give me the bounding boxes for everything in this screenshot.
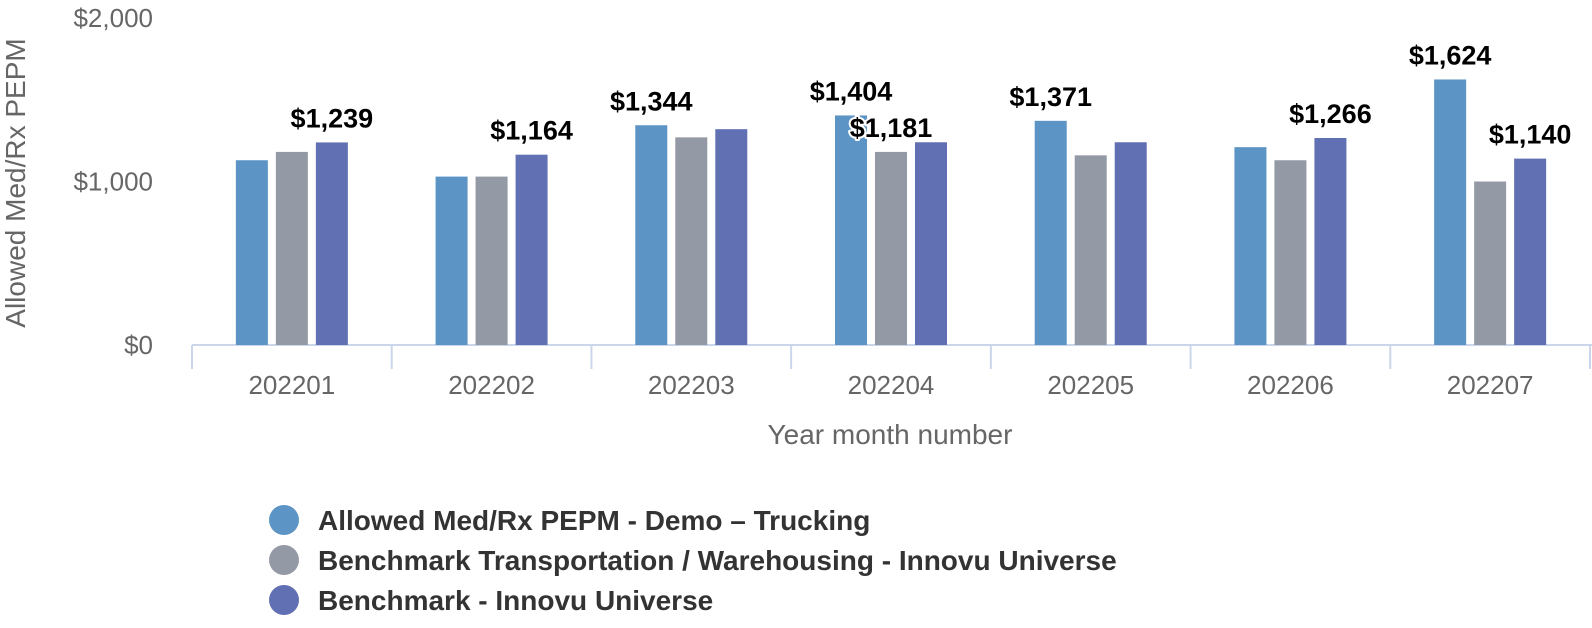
bar	[1074, 155, 1107, 345]
bar	[475, 176, 508, 345]
y-tick-label: $2,000	[73, 3, 153, 33]
bar	[715, 129, 748, 345]
legend-label: Benchmark Transportation / Warehousing -…	[318, 545, 1117, 576]
y-axis-ticks: $0 $1,000 $2,000	[73, 3, 153, 360]
x-tick-label: 202207	[1447, 370, 1534, 400]
legend-marker	[269, 585, 299, 615]
x-axis-ticks: 202201 202202 202203 202204 202205 202206 2022…	[191, 345, 1591, 400]
bar	[915, 142, 947, 345]
data-labels-group: $1,239 $1,164 $1,344 $1,404 $1,181 $1,371 $1,2…	[289, 38, 1574, 151]
data-label: $1,344	[610, 86, 693, 116]
bar	[515, 154, 548, 345]
y-axis-title: Allowed Med/Rx PEPM	[0, 38, 31, 327]
bar	[835, 115, 867, 345]
bar	[275, 151, 308, 345]
bar	[675, 137, 708, 345]
bar	[1514, 158, 1547, 345]
y-tick-label: $1,000	[73, 167, 153, 197]
data-label: $1,371	[1009, 82, 1092, 112]
y-tick-label: $0	[124, 330, 153, 360]
legend-label: Benchmark - Innovu Universe	[318, 585, 713, 616]
bars-group	[235, 79, 1547, 346]
data-label: $1,164	[490, 116, 573, 146]
bar	[875, 151, 907, 345]
x-tick-label: 202203	[648, 370, 735, 400]
bar	[1314, 138, 1347, 345]
bar	[1114, 142, 1147, 345]
bar	[1034, 120, 1067, 346]
data-label: $1,624	[1409, 40, 1492, 70]
bar	[235, 160, 268, 345]
legend: Allowed Med/Rx PEPM - Demo – Trucking Ben…	[269, 505, 1117, 616]
legend-marker	[269, 505, 299, 535]
bar	[315, 142, 348, 345]
data-label: $1,140	[1489, 120, 1572, 150]
data-label: $1,404	[810, 76, 893, 106]
x-tick-label: 202205	[1047, 370, 1134, 400]
data-label: $1,181	[850, 113, 933, 143]
x-tick-label: 202202	[448, 370, 535, 400]
bar	[1434, 79, 1467, 345]
bar	[1234, 147, 1267, 345]
x-tick-label: 202206	[1247, 370, 1334, 400]
x-axis-title: Year month number	[768, 419, 1013, 450]
x-tick-label: 202204	[848, 370, 935, 400]
legend-marker	[269, 545, 299, 575]
data-label: $1,239	[291, 103, 374, 133]
bar	[635, 125, 668, 345]
bar	[1474, 181, 1507, 345]
bar	[435, 176, 468, 345]
data-label: $1,266	[1289, 99, 1372, 129]
bar	[1274, 160, 1307, 345]
legend-label: Allowed Med/Rx PEPM - Demo – Trucking	[318, 505, 870, 536]
x-tick-label: 202201	[248, 370, 335, 400]
